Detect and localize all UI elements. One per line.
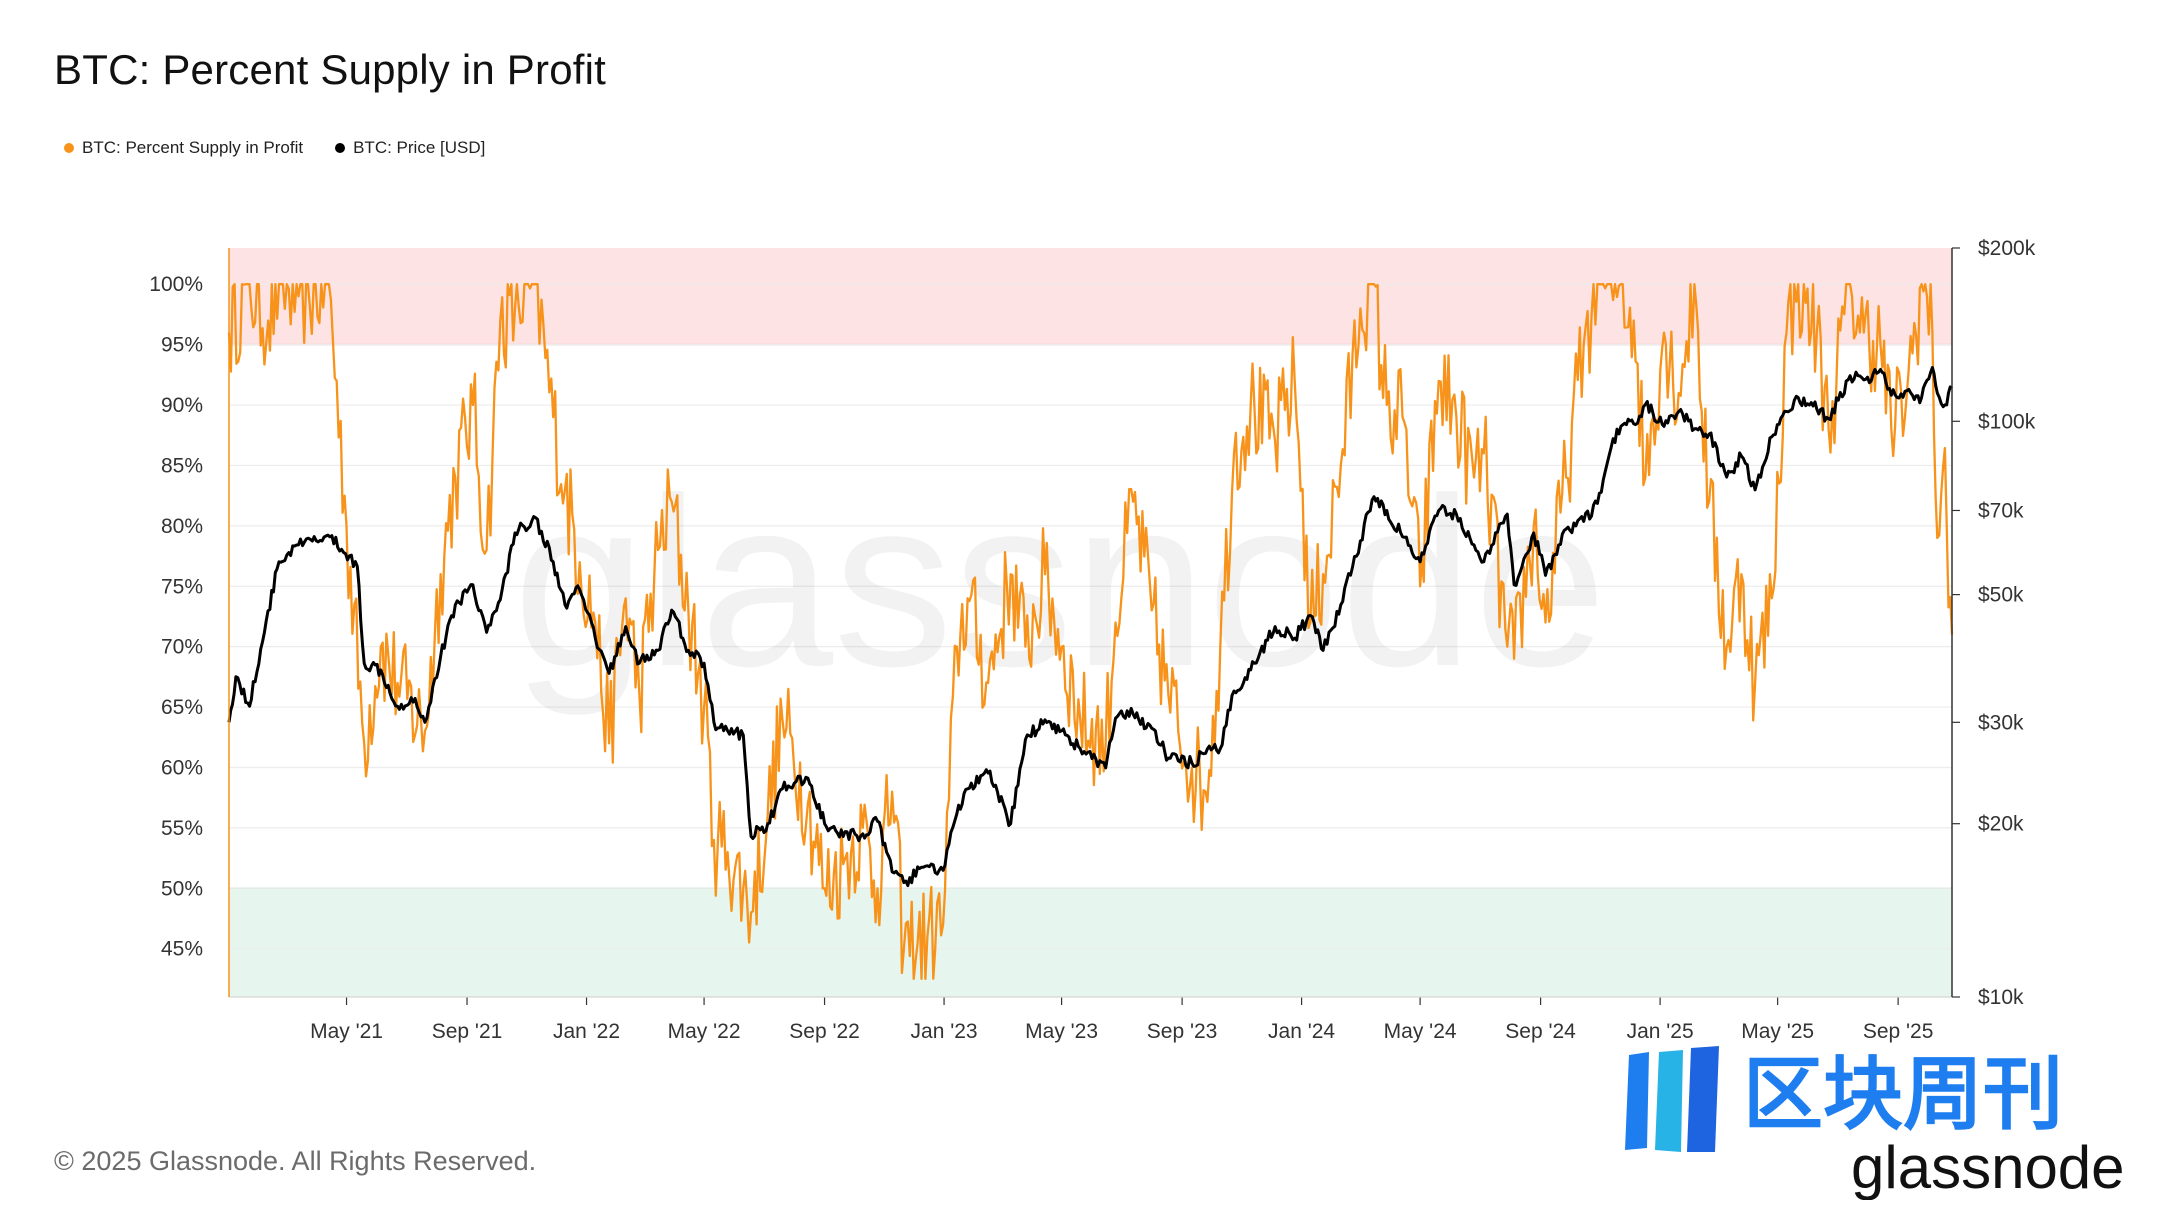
legend-item-supply-in-profit[interactable]: BTC: Percent Supply in Profit	[64, 138, 303, 158]
legend: BTC: Percent Supply in Profit BTC: Price…	[64, 138, 485, 158]
legend-label-price: BTC: Price [USD]	[353, 138, 486, 157]
background-watermark: glassnode	[513, 448, 1607, 716]
brand-watermark-logo: 区块周刊 glassnode	[1615, 1040, 2155, 1205]
legend-label-supply-in-profit: BTC: Percent Supply in Profit	[82, 138, 304, 157]
left-axis-tick-label: 90%	[161, 394, 203, 417]
left-axis-tick-label: 85%	[161, 454, 203, 477]
brand-mark-icon	[1625, 1046, 1719, 1152]
x-axis-tick-label: Sep '23	[1147, 1020, 1218, 1043]
x-axis-tick-label: Jan '25	[1627, 1020, 1694, 1043]
copyright-notice: © 2025 Glassnode. All Rights Reserved.	[54, 1146, 537, 1176]
right-axis-tick-label: $20k	[1978, 813, 2024, 836]
left-axis-tick-label: 65%	[161, 696, 203, 719]
x-axis-tick-label: May '21	[310, 1020, 383, 1043]
legend-dot-orange	[64, 143, 74, 153]
x-axis-tick-label: Sep '25	[1863, 1020, 1934, 1043]
brand-name-cn: 区块周刊	[1743, 1048, 2063, 1141]
left-axis-tick-label: 70%	[161, 636, 203, 659]
x-axis-tick-label: May '25	[1741, 1020, 1814, 1043]
chart-title: BTC: Percent Supply in Profit	[54, 46, 607, 93]
series-line-percent-supply-in-profit	[227, 283, 1954, 981]
right-axis-tick-label: $200k	[1978, 237, 2036, 260]
left-axis-tick-label: 60%	[161, 756, 203, 779]
right-axis-tick-label: $10k	[1978, 986, 2024, 1009]
left-axis-tick-label: 95%	[161, 334, 203, 357]
left-axis-tick-label: 55%	[161, 817, 203, 840]
x-axis-tick-label: Sep '24	[1505, 1020, 1576, 1043]
x-axis-tick-label: May '24	[1384, 1020, 1457, 1043]
right-axis-tick-label: $50k	[1978, 584, 2024, 607]
brand-name-en: glassnode	[1851, 1134, 2125, 1200]
zone-capitulation	[229, 888, 1952, 997]
left-axis-tick-label: 80%	[161, 515, 203, 538]
x-axis-tick-label: Jan '22	[553, 1020, 620, 1043]
right-axis-tick-label: $30k	[1978, 711, 2024, 734]
legend-item-price[interactable]: BTC: Price [USD]	[335, 138, 485, 158]
left-axis-tick-label: 75%	[161, 575, 203, 598]
left-axis-tick-label: 45%	[161, 938, 203, 961]
x-axis-tick-label: May '23	[1025, 1020, 1098, 1043]
left-axis-tick-label: 100%	[149, 273, 203, 296]
left-axis-tick-label: 50%	[161, 877, 203, 900]
right-axis-tick-label: $70k	[1978, 499, 2024, 522]
right-axis-tick-label: $100k	[1978, 410, 2036, 433]
x-axis-tick-label: Sep '22	[789, 1020, 860, 1043]
series-line-btc-price	[227, 366, 1953, 888]
x-axis-tick-label: Jan '24	[1268, 1020, 1335, 1043]
x-axis-tick-label: Sep '21	[432, 1020, 503, 1043]
x-axis-tick-label: Jan '23	[911, 1020, 978, 1043]
x-axis-tick-label: May '22	[668, 1020, 741, 1043]
legend-dot-black	[335, 143, 346, 153]
